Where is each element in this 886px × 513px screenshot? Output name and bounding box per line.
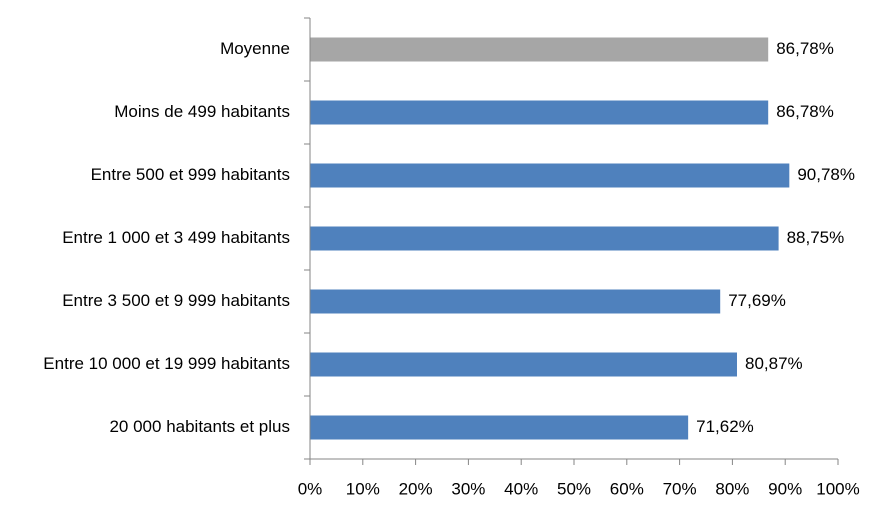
axis-layer [304, 17, 839, 465]
bar [310, 415, 689, 440]
x-tick-label: 0% [298, 479, 323, 498]
category-label: 20 000 habitants et plus [109, 417, 290, 436]
x-tick-label: 30% [451, 479, 485, 498]
x-tick-label: 20% [399, 479, 433, 498]
bar [310, 100, 769, 125]
category-label: Moyenne [220, 39, 290, 58]
category-label: Entre 10 000 et 19 999 habitants [43, 354, 290, 373]
x-tick-label: 100% [816, 479, 859, 498]
data-label: 90,78% [797, 165, 855, 184]
bars-layer [310, 37, 790, 440]
x-tick-label: 60% [610, 479, 644, 498]
x-tick-label: 40% [504, 479, 538, 498]
category-label: Entre 1 000 et 3 499 habitants [62, 228, 290, 247]
x-tick-label: 80% [715, 479, 749, 498]
category-label: Entre 500 et 999 habitants [91, 165, 290, 184]
bar [310, 37, 769, 62]
bar [310, 163, 790, 188]
x-tick-label: 90% [768, 479, 802, 498]
data-label: 71,62% [696, 417, 754, 436]
data-label: 86,78% [776, 39, 834, 58]
bar [310, 289, 721, 314]
data-label: 80,87% [745, 354, 803, 373]
bar [310, 226, 779, 251]
bar [310, 352, 737, 377]
labels-layer: Moyenne 86,78% Moins de 499 habitants 86,78… [43, 39, 859, 499]
category-label: Moins de 499 habitants [114, 102, 290, 121]
category-label: Entre 3 500 et 9 999 habitants [62, 291, 290, 310]
x-tick-label: 50% [557, 479, 591, 498]
data-label: 88,75% [787, 228, 845, 247]
x-tick-label: 10% [346, 479, 380, 498]
x-tick-label: 70% [663, 479, 697, 498]
data-label: 77,69% [728, 291, 786, 310]
data-label: 86,78% [776, 102, 834, 121]
